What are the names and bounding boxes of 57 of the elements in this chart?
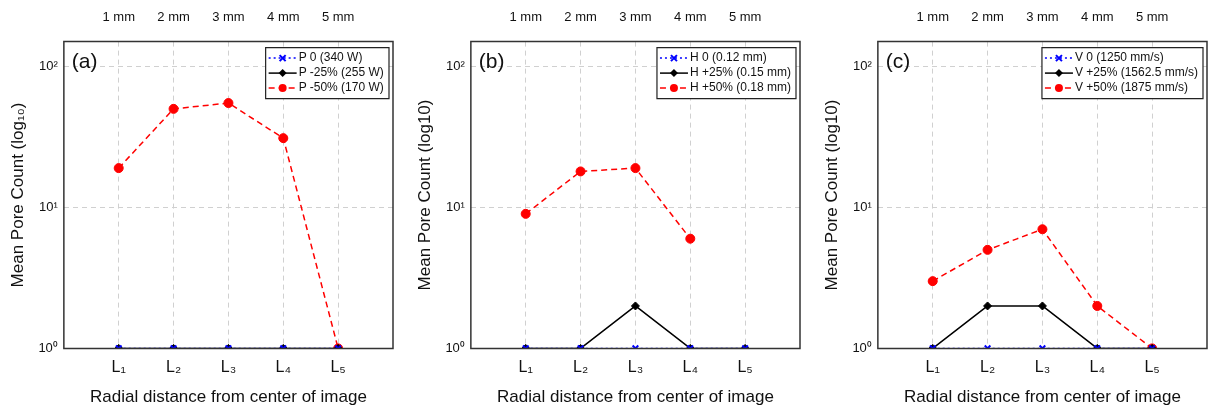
- x2-tick-label: 4 mm: [674, 9, 707, 25]
- x-tick-label: L₄: [1089, 358, 1106, 376]
- x-tick-label: L₃: [1034, 358, 1051, 376]
- y-axis-title: Mean Pore Count (log10): [821, 99, 841, 291]
- annotation: (c): [885, 48, 911, 72]
- x-tick-label: L₅: [330, 358, 346, 376]
- x-axis-title: Radial distance from center of image: [904, 387, 1181, 407]
- legend-label: P -25% (255 W): [298, 65, 384, 80]
- legend-label: V 0 (1250 mm/s): [1074, 50, 1164, 65]
- x2-tick-label: 2 mm: [564, 9, 597, 25]
- y-tick-label: 10¹: [853, 198, 873, 214]
- y-tick-label: 10⁰: [852, 339, 872, 355]
- legend-label: V +25% (1562.5 mm/s): [1074, 65, 1199, 80]
- y-tick-label: 10²: [853, 58, 873, 73]
- x-tick-label: L₅: [1144, 358, 1160, 376]
- y-tick-label: 10⁰: [38, 339, 58, 355]
- x2-tick-label: 1 mm: [509, 9, 542, 25]
- y-tick-label: 10¹: [446, 198, 466, 214]
- annotation: (a): [71, 48, 98, 72]
- x-tick-label: L₄: [275, 358, 292, 376]
- x2-tick-label: 1 mm: [102, 9, 135, 25]
- y-axis-title: Mean Pore Count (log₁₀): [7, 102, 27, 288]
- x2-tick-label: 3 mm: [619, 9, 652, 25]
- y-tick-label: 10²: [446, 58, 466, 73]
- annotation: (b): [478, 48, 505, 72]
- legend-label: H +25% (0.15 mm): [689, 65, 792, 80]
- x2-tick-label: 4 mm: [1081, 9, 1114, 25]
- x-tick-label: L₁: [111, 358, 126, 376]
- x-tick-label: L₁: [925, 358, 940, 376]
- x2-tick-label: 2 mm: [971, 9, 1004, 25]
- x2-tick-label: 5 mm: [728, 9, 762, 25]
- y-tick-label: 10⁰: [445, 339, 465, 355]
- x-tick-label: L₃: [220, 358, 237, 376]
- x2-tick-label: 5 mm: [321, 9, 355, 25]
- x-tick-label: L₄: [682, 358, 699, 376]
- x-tick-label: L₅: [737, 358, 753, 376]
- y-tick-label: 10²: [39, 58, 59, 73]
- x-tick-label: L₂: [573, 358, 589, 376]
- x2-tick-label: 5 mm: [1135, 9, 1169, 25]
- legend-label: V +50% (1875 mm/s): [1074, 80, 1188, 95]
- x2-tick-label: 4 mm: [267, 9, 300, 25]
- x-axis-title: Radial distance from center of image: [90, 387, 367, 407]
- legend-label: H 0 (0.12 mm): [689, 50, 767, 65]
- x-tick-label: L₂: [166, 358, 182, 376]
- x2-tick-label: 1 mm: [916, 9, 949, 25]
- y-axis-title: Mean Pore Count (log10): [414, 99, 434, 291]
- x-tick-label: L₂: [980, 358, 996, 376]
- x2-tick-label: 3 mm: [212, 9, 245, 25]
- y-tick-label: 10¹: [39, 198, 59, 214]
- x-tick-label: L₃: [627, 358, 644, 376]
- legend-label: P -50% (170 W): [298, 80, 384, 95]
- legend-label: H +50% (0.18 mm): [689, 80, 792, 95]
- x2-tick-label: 2 mm: [157, 9, 190, 25]
- x-axis-title: Radial distance from center of image: [497, 387, 774, 407]
- x2-tick-label: 3 mm: [1026, 9, 1059, 25]
- x-tick-label: L₁: [518, 358, 533, 376]
- legend-label: P 0 (340 W): [298, 50, 363, 65]
